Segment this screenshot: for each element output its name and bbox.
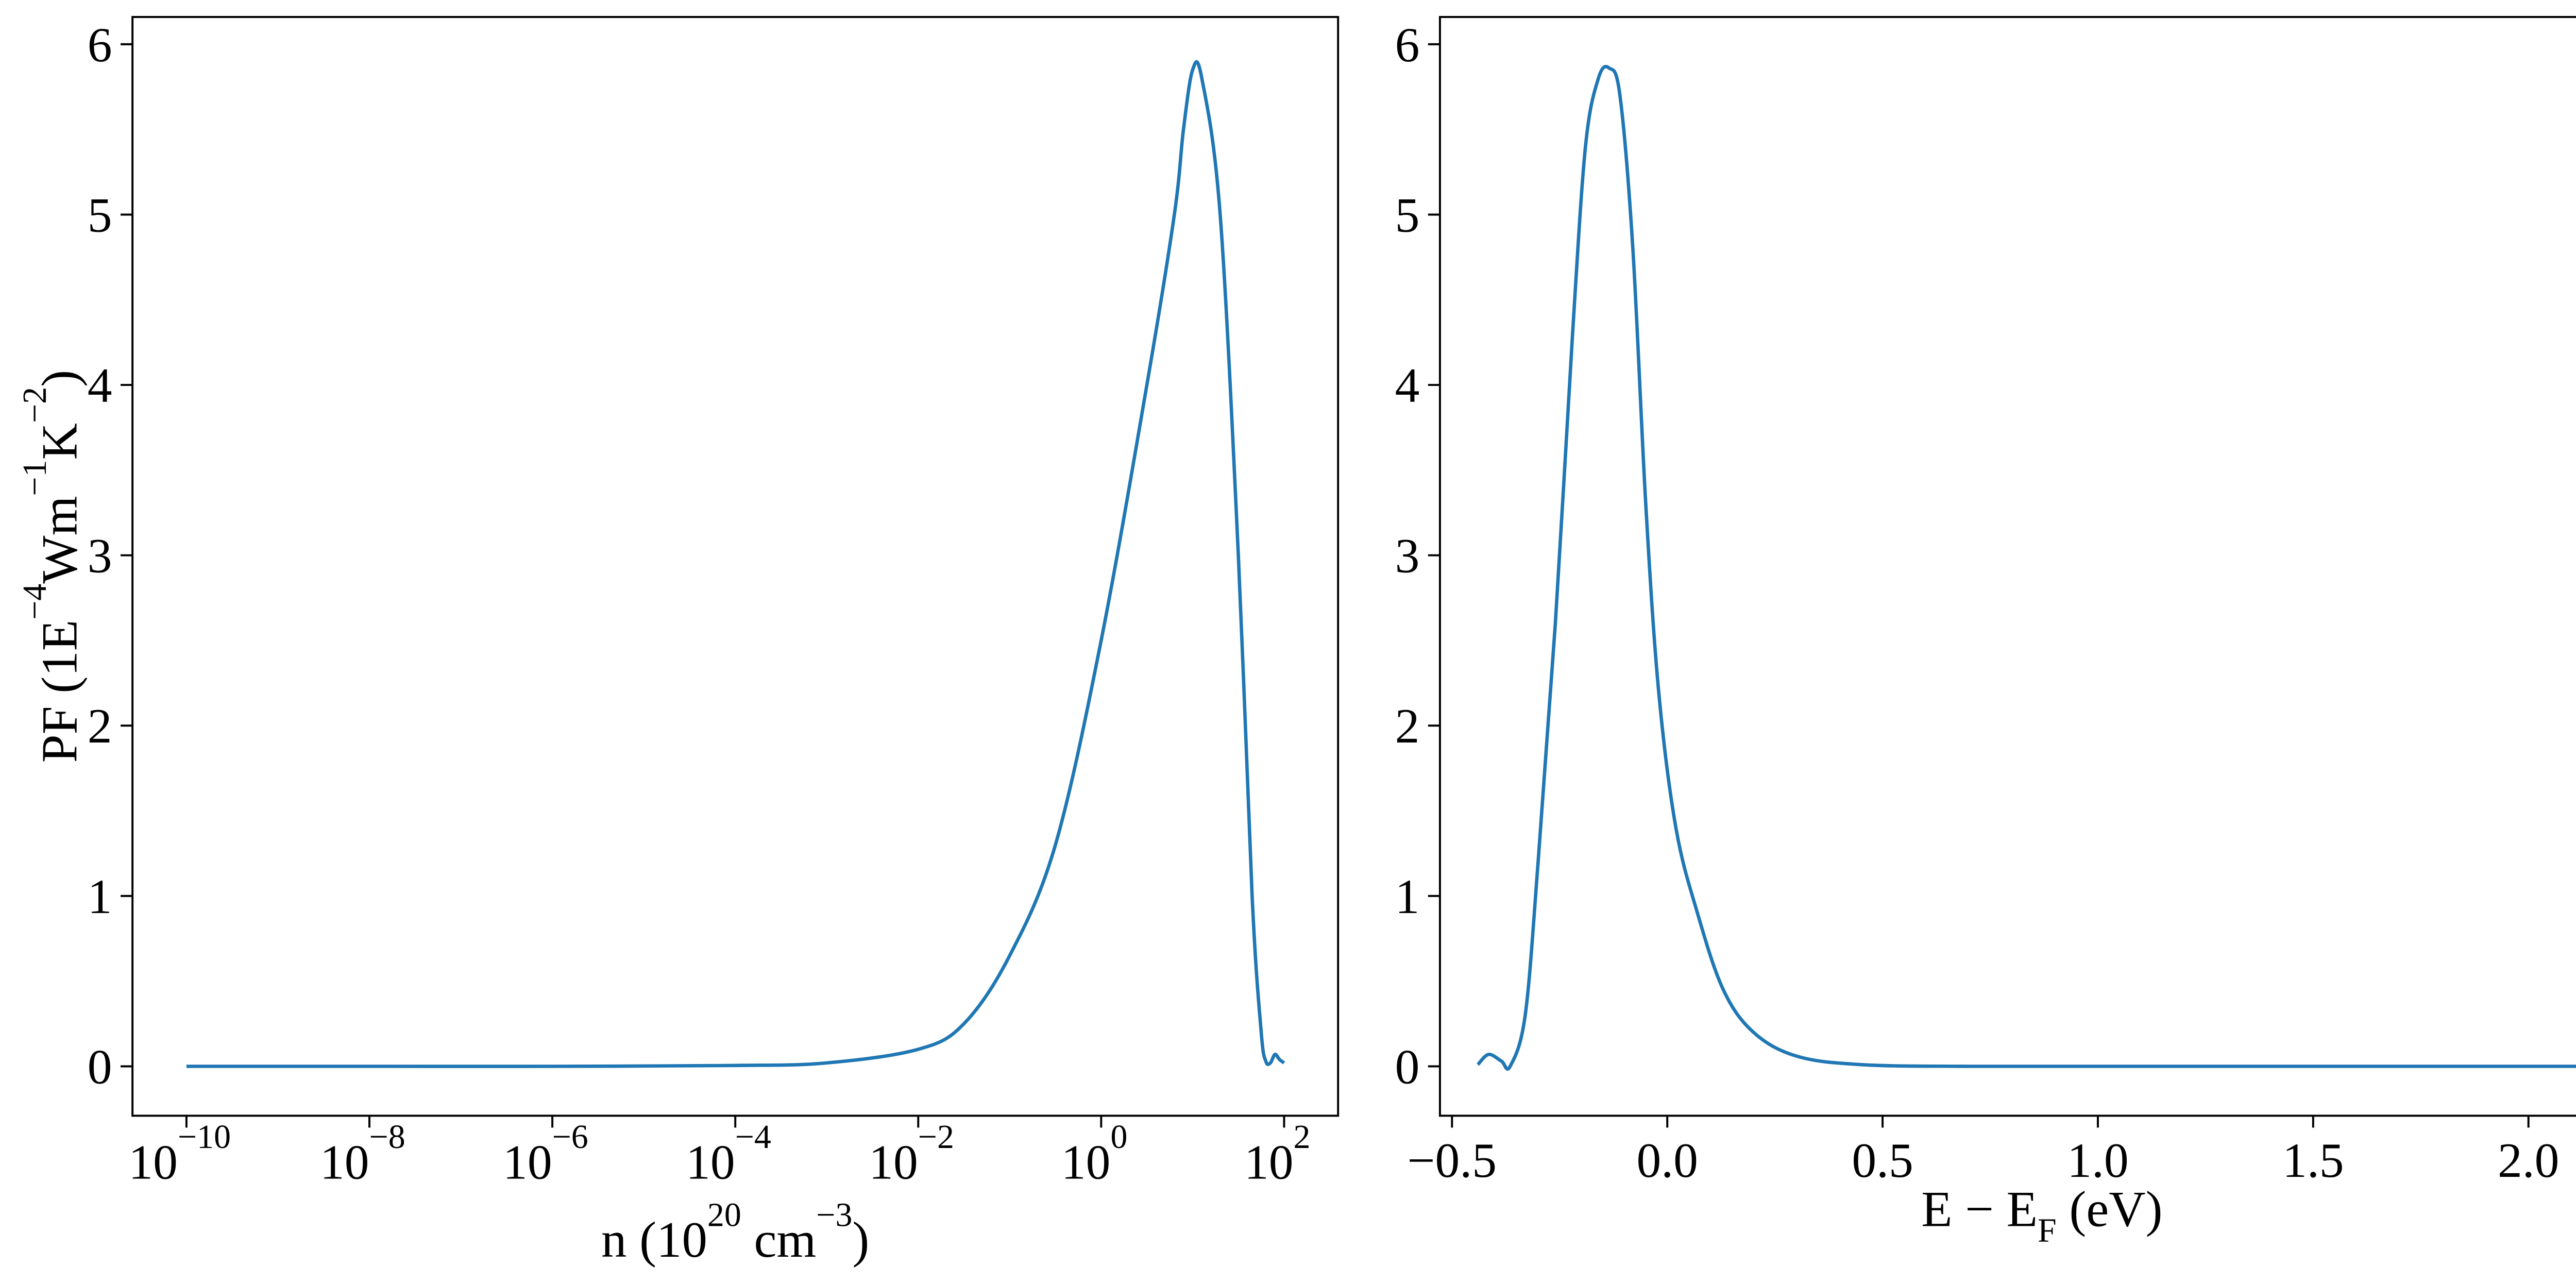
axes-frame [1438, 15, 2576, 1117]
text-part: E − E [1921, 1181, 2038, 1238]
x-tick-label: 1.5 [2282, 1133, 2344, 1188]
text-part: ) [852, 1212, 869, 1268]
data-line [1477, 65, 2576, 1071]
text-part: −4 [735, 1118, 771, 1156]
text-part: F [2038, 1211, 2057, 1249]
x-tick-label: 1.0 [2067, 1133, 2128, 1188]
text-part: n (10 [601, 1212, 707, 1268]
x-tick-label: 10−10 [128, 1118, 231, 1189]
text-part: 10 [320, 1135, 369, 1189]
y-tick-label: 1 [88, 869, 112, 924]
text-part: −4 [16, 584, 54, 620]
text-part: 10 [869, 1135, 918, 1189]
text-part: 10 [1244, 1135, 1294, 1189]
data-line [186, 60, 1285, 1068]
text-part: 10 [503, 1135, 552, 1189]
x-tick-label: −0.5 [1408, 1133, 1497, 1188]
x-axis-label: n (1020 cm−3) [601, 1196, 869, 1268]
text-part: 10 [1061, 1135, 1111, 1189]
text-part: ) [31, 370, 88, 387]
text-part: −6 [552, 1118, 588, 1156]
text-part: K [31, 423, 88, 460]
text-part: PF (1E [31, 620, 88, 763]
text-part: 10 [686, 1135, 735, 1189]
text-part: −3 [816, 1196, 852, 1234]
text-part: 2 [1294, 1118, 1311, 1156]
y-tick-label: 5 [1395, 188, 1420, 242]
x-tick-label: 100 [1061, 1118, 1128, 1189]
y-tick-label: 1 [1395, 869, 1420, 924]
text-part: (eV) [2057, 1181, 2163, 1238]
text-part: −1 [16, 460, 54, 496]
y-axis-label: PF (1E−4Wm−1K−2) [16, 370, 88, 763]
x-tick-label: 10−2 [869, 1118, 954, 1189]
x-tick-label: 102 [1244, 1118, 1311, 1189]
text-part: −8 [369, 1118, 405, 1156]
y-tick-label: 5 [88, 188, 112, 242]
text-part: 0 [1110, 1118, 1127, 1156]
x-tick-label: 10−8 [320, 1118, 405, 1189]
axes-frame [131, 15, 1340, 1117]
x-tick-label: 0.0 [1636, 1133, 1698, 1188]
y-tick-label: 6 [88, 18, 112, 72]
text-part: −2 [918, 1118, 954, 1156]
y-tick-label: 3 [1395, 529, 1420, 583]
text-part: −10 [178, 1118, 231, 1156]
x-tick-label: 10−6 [503, 1118, 588, 1189]
y-tick-label: 6 [1395, 18, 1420, 72]
x-tick-label: 10−4 [686, 1118, 771, 1189]
x-tick-label: 2.0 [2498, 1133, 2559, 1188]
y-tick-label: 2 [88, 699, 112, 753]
x-tick-label: 0.5 [1852, 1133, 1913, 1188]
y-tick-label: 0 [88, 1039, 112, 1094]
text-part: 20 [707, 1196, 741, 1234]
x-axis-label: E − EF (eV) [1921, 1181, 2162, 1250]
y-tick-label: 4 [88, 358, 112, 413]
text-part: −2 [16, 387, 54, 423]
y-tick-label: 4 [1395, 358, 1420, 413]
y-tick-label: 2 [1395, 699, 1420, 753]
text-part: cm [741, 1212, 817, 1268]
y-tick-label: 3 [88, 529, 112, 583]
text-part: Wm [31, 496, 88, 584]
y-tick-label: 0 [1395, 1039, 1420, 1094]
text-part: 10 [128, 1135, 178, 1189]
